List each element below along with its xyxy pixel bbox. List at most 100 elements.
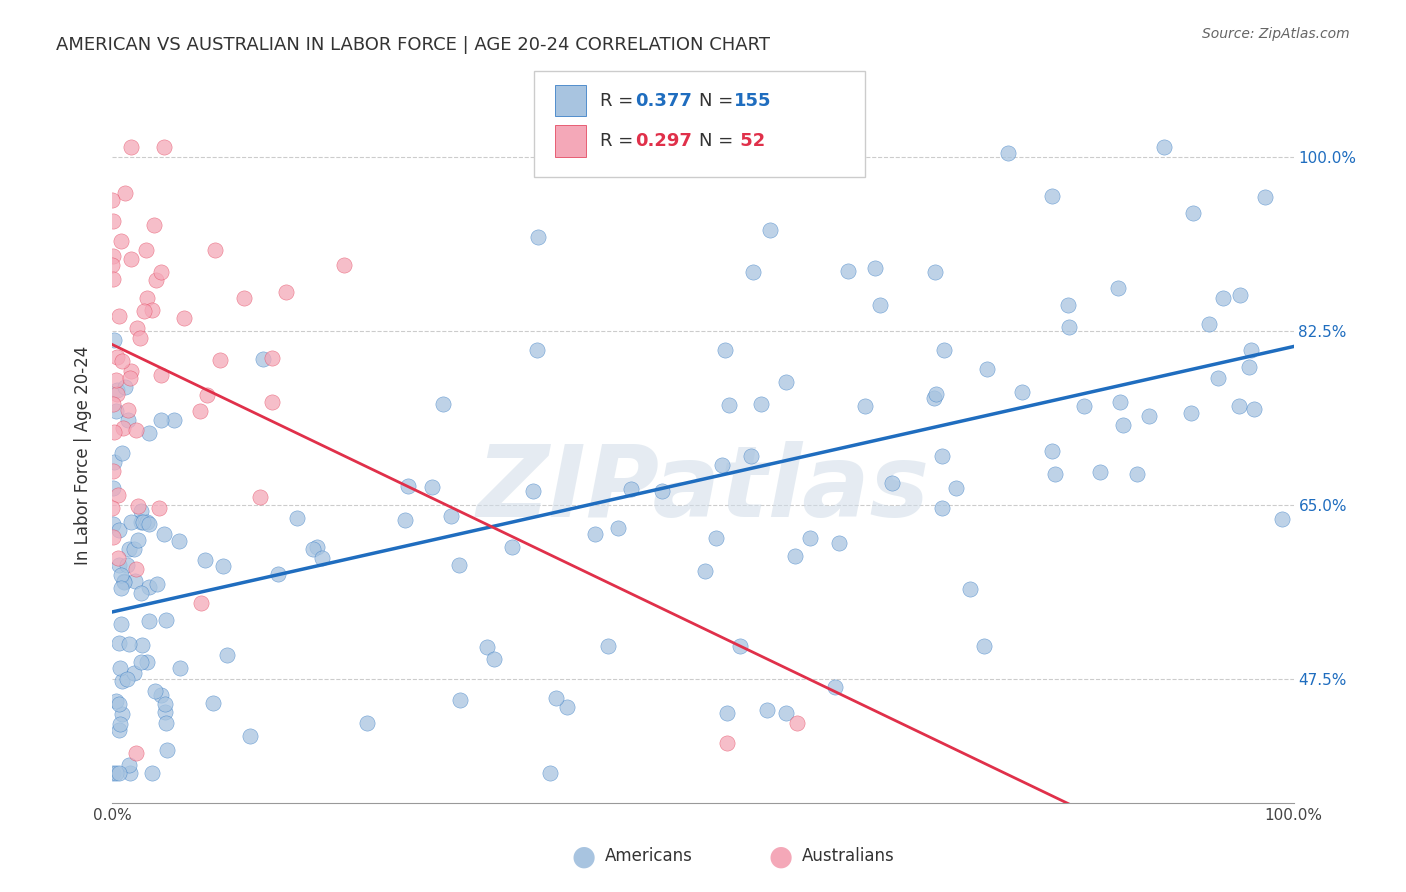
Americans bbox=[217, 648, 239, 662]
Australians bbox=[153, 140, 176, 154]
Australians bbox=[118, 371, 141, 385]
Americans bbox=[111, 446, 134, 460]
Text: 155: 155 bbox=[734, 92, 772, 110]
Americans bbox=[155, 715, 177, 730]
Americans bbox=[129, 586, 152, 600]
Americans bbox=[108, 766, 131, 780]
Australians bbox=[120, 140, 142, 154]
Americans bbox=[118, 637, 141, 651]
Australians bbox=[105, 351, 128, 365]
Australians bbox=[103, 530, 125, 544]
Americans bbox=[311, 551, 333, 566]
Australians bbox=[127, 321, 149, 335]
Americans bbox=[853, 399, 876, 413]
Americans bbox=[114, 380, 136, 394]
Text: ●: ● bbox=[768, 842, 793, 871]
Americans bbox=[153, 706, 176, 720]
Americans bbox=[1198, 317, 1220, 331]
Americans bbox=[105, 383, 128, 397]
Americans bbox=[108, 717, 131, 731]
Americans bbox=[145, 576, 167, 591]
Americans bbox=[138, 580, 160, 594]
Americans bbox=[307, 540, 329, 554]
Americans bbox=[267, 567, 290, 582]
Americans bbox=[475, 640, 498, 655]
Americans bbox=[742, 265, 765, 279]
Americans bbox=[124, 574, 146, 588]
Americans bbox=[104, 404, 127, 418]
Americans bbox=[129, 504, 152, 518]
Americans bbox=[620, 482, 643, 496]
Text: Australians: Australians bbox=[801, 847, 894, 865]
Americans bbox=[194, 553, 217, 567]
Text: R =: R = bbox=[600, 92, 640, 110]
Americans bbox=[103, 517, 125, 532]
Americans bbox=[449, 693, 471, 707]
Text: AMERICAN VS AUSTRALIAN IN LABOR FORCE | AGE 20-24 CORRELATION CHART: AMERICAN VS AUSTRALIAN IN LABOR FORCE | … bbox=[56, 36, 770, 54]
Australians bbox=[104, 373, 127, 387]
Americans bbox=[945, 481, 967, 495]
Americans bbox=[1107, 281, 1129, 295]
Americans bbox=[127, 533, 149, 548]
Americans bbox=[103, 455, 125, 469]
Americans bbox=[931, 500, 953, 515]
Americans bbox=[112, 575, 135, 590]
Text: Americans: Americans bbox=[605, 847, 693, 865]
Text: R =: R = bbox=[600, 132, 640, 150]
Americans bbox=[108, 660, 131, 674]
Americans bbox=[1040, 188, 1063, 202]
Americans bbox=[1011, 385, 1033, 400]
Australians bbox=[249, 490, 271, 504]
Y-axis label: In Labor Force | Age 20-24: In Labor Force | Age 20-24 bbox=[73, 345, 91, 565]
Americans bbox=[1109, 394, 1132, 409]
Americans bbox=[959, 582, 981, 596]
Americans bbox=[544, 691, 567, 706]
Australians bbox=[135, 291, 157, 305]
Australians bbox=[149, 368, 172, 382]
Americans bbox=[759, 223, 782, 237]
Americans bbox=[143, 683, 166, 698]
Americans bbox=[101, 481, 124, 495]
Americans bbox=[1206, 371, 1229, 385]
Americans bbox=[129, 655, 152, 669]
Americans bbox=[824, 681, 846, 695]
Americans bbox=[1180, 406, 1202, 420]
Americans bbox=[118, 757, 141, 772]
Australians bbox=[141, 302, 163, 317]
Americans bbox=[149, 413, 172, 427]
Americans bbox=[115, 673, 138, 687]
Americans bbox=[1239, 343, 1261, 358]
Americans bbox=[863, 260, 886, 275]
Americans bbox=[924, 387, 946, 401]
Australians bbox=[101, 272, 124, 286]
Australians bbox=[128, 331, 150, 345]
Americans bbox=[138, 516, 160, 531]
Australians bbox=[101, 193, 124, 207]
Americans bbox=[716, 706, 738, 721]
Americans bbox=[107, 523, 129, 537]
Americans bbox=[124, 665, 146, 680]
Australians bbox=[188, 403, 211, 417]
Australians bbox=[132, 304, 155, 318]
Australians bbox=[127, 499, 149, 513]
Americans bbox=[110, 567, 132, 582]
Americans bbox=[394, 513, 416, 527]
Text: 0.297: 0.297 bbox=[636, 132, 692, 150]
Americans bbox=[522, 483, 544, 498]
Text: ●: ● bbox=[571, 842, 596, 871]
Americans bbox=[527, 230, 550, 244]
Americans bbox=[1125, 467, 1147, 481]
Americans bbox=[111, 673, 134, 688]
Americans bbox=[538, 766, 561, 780]
Americans bbox=[356, 715, 378, 730]
Americans bbox=[1045, 467, 1067, 481]
Americans bbox=[129, 515, 152, 529]
Australians bbox=[204, 243, 226, 257]
Americans bbox=[711, 458, 734, 472]
Americans bbox=[799, 531, 821, 545]
Americans bbox=[110, 617, 132, 632]
Americans bbox=[107, 636, 129, 650]
Americans bbox=[103, 333, 125, 347]
Americans bbox=[212, 558, 235, 573]
Americans bbox=[202, 697, 225, 711]
